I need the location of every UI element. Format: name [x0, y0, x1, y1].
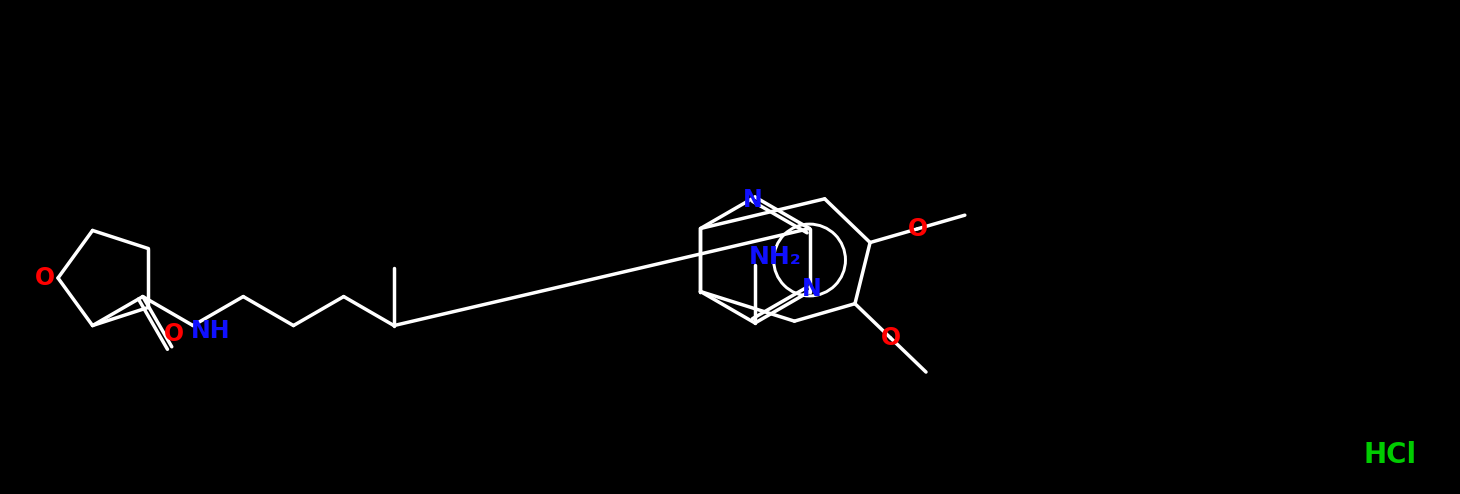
Text: O: O	[35, 266, 55, 290]
Text: N: N	[802, 277, 822, 300]
Text: O: O	[908, 217, 927, 241]
Text: NH₂: NH₂	[749, 245, 802, 269]
Text: NH: NH	[191, 319, 231, 342]
Text: HCl: HCl	[1364, 441, 1416, 469]
Text: O: O	[164, 322, 184, 346]
Text: O: O	[880, 326, 901, 350]
Text: N: N	[743, 188, 764, 212]
